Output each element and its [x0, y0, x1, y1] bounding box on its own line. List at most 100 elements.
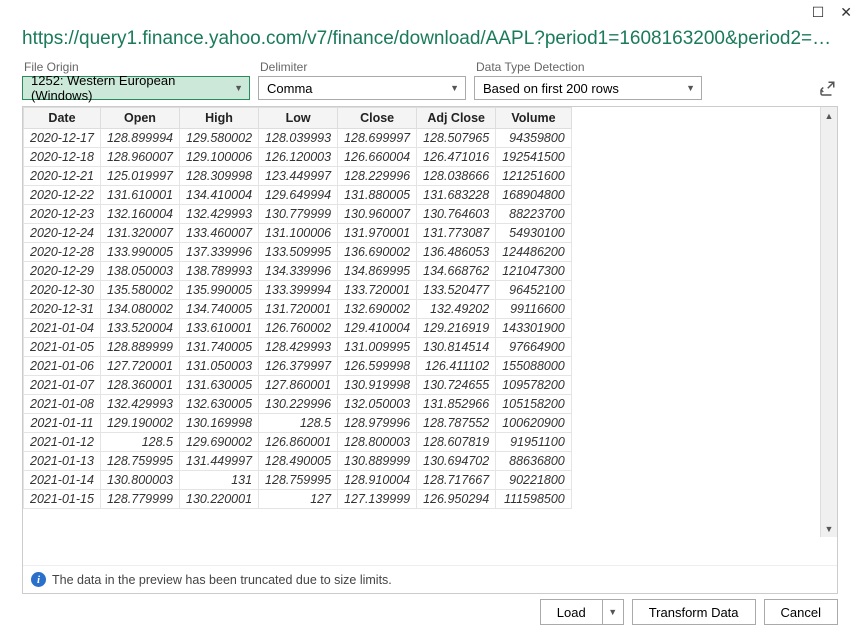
table-cell: 100620900	[496, 414, 572, 433]
table-cell: 133.399994	[259, 281, 338, 300]
table-cell: 130.220001	[180, 490, 259, 509]
table-row: 2021-01-13128.759995131.449997128.490005…	[24, 452, 572, 471]
table-cell: 128.759995	[100, 452, 179, 471]
table-cell: 128.759995	[259, 471, 338, 490]
data-table: DateOpenHighLowCloseAdj CloseVolume 2020…	[23, 107, 572, 509]
table-cell: 132.429993	[180, 205, 259, 224]
table-cell: 133.520004	[100, 319, 179, 338]
table-cell: 132.630005	[180, 395, 259, 414]
table-row: 2020-12-21125.019997128.309998123.449997…	[24, 167, 572, 186]
table-cell: 131.610001	[100, 186, 179, 205]
table-cell: 2021-01-14	[24, 471, 101, 490]
table-cell: 129.190002	[100, 414, 179, 433]
maximize-icon[interactable]: ☐	[812, 4, 825, 21]
table-cell: 130.764603	[417, 205, 496, 224]
table-cell: 137.339996	[180, 243, 259, 262]
table-header: Close	[338, 108, 417, 129]
load-dropdown-arrow[interactable]: ▼	[603, 607, 623, 617]
table-row: 2021-01-12128.5129.690002126.860001128.8…	[24, 433, 572, 452]
table-cell: 2021-01-04	[24, 319, 101, 338]
delimiter-dropdown[interactable]: Comma ▼	[258, 76, 466, 100]
scroll-up-icon[interactable]: ▲	[821, 107, 837, 124]
table-cell: 130.889999	[338, 452, 417, 471]
load-button[interactable]: Load ▼	[540, 599, 624, 625]
refresh-icon[interactable]	[816, 78, 838, 100]
table-header: Low	[259, 108, 338, 129]
table-cell: 132.429993	[100, 395, 179, 414]
table-cell: 128.5	[259, 414, 338, 433]
table-cell: 130.814514	[417, 338, 496, 357]
table-cell: 2020-12-29	[24, 262, 101, 281]
table-cell: 128.960007	[100, 148, 179, 167]
table-cell: 126.411102	[417, 357, 496, 376]
table-cell: 88636800	[496, 452, 572, 471]
table-cell: 130.229996	[259, 395, 338, 414]
table-cell: 128.779999	[100, 490, 179, 509]
table-row: 2020-12-28133.990005137.339996133.509995…	[24, 243, 572, 262]
table-cell: 128.229996	[338, 167, 417, 186]
table-cell: 128.490005	[259, 452, 338, 471]
table-cell: 2020-12-21	[24, 167, 101, 186]
table-cell: 97664900	[496, 338, 572, 357]
table-cell: 130.779999	[259, 205, 338, 224]
table-row: 2020-12-17128.899994129.580002128.039993…	[24, 129, 572, 148]
table-header: Open	[100, 108, 179, 129]
table-row: 2021-01-05128.889999131.740005128.429993…	[24, 338, 572, 357]
table-row: 2020-12-31134.080002134.740005131.720001…	[24, 300, 572, 319]
detection-dropdown[interactable]: Based on first 200 rows ▼	[474, 76, 702, 100]
transform-data-button[interactable]: Transform Data	[632, 599, 756, 625]
table-cell: 128.360001	[100, 376, 179, 395]
file-origin-label: File Origin	[22, 60, 250, 74]
table-cell: 2021-01-13	[24, 452, 101, 471]
file-origin-dropdown[interactable]: 1252: Western European (Windows) ▼	[22, 76, 250, 100]
delimiter-value: Comma	[267, 81, 313, 96]
close-icon[interactable]: ✕	[840, 4, 852, 21]
info-message: The data in the preview has been truncat…	[52, 573, 392, 587]
table-cell: 121251600	[496, 167, 572, 186]
table-row: 2021-01-07128.360001131.630005127.860001…	[24, 376, 572, 395]
table-cell: 134.869995	[338, 262, 417, 281]
table-cell: 128.309998	[180, 167, 259, 186]
table-cell: 134.410004	[180, 186, 259, 205]
table-cell: 138.789993	[180, 262, 259, 281]
table-cell: 130.960007	[338, 205, 417, 224]
table-cell: 88223700	[496, 205, 572, 224]
table-cell: 192541500	[496, 148, 572, 167]
file-origin-value: 1252: Western European (Windows)	[31, 73, 226, 103]
table-cell: 2021-01-05	[24, 338, 101, 357]
table-cell: 128.5	[100, 433, 179, 452]
table-cell: 126.471016	[417, 148, 496, 167]
table-cell: 126.950294	[417, 490, 496, 509]
table-cell: 96452100	[496, 281, 572, 300]
table-cell: 130.169998	[180, 414, 259, 433]
table-cell: 124486200	[496, 243, 572, 262]
table-header: Date	[24, 108, 101, 129]
table-cell: 131.970001	[338, 224, 417, 243]
table-row: 2021-01-08132.429993132.630005130.229996…	[24, 395, 572, 414]
table-row: 2020-12-24131.320007133.460007131.100006…	[24, 224, 572, 243]
table-cell: 130.724655	[417, 376, 496, 395]
vertical-scrollbar[interactable]: ▲ ▼	[820, 107, 837, 537]
table-cell: 111598500	[496, 490, 572, 509]
table-row: 2021-01-11129.190002130.169998128.5128.9…	[24, 414, 572, 433]
table-cell: 134.339996	[259, 262, 338, 281]
scroll-down-icon[interactable]: ▼	[821, 520, 837, 537]
table-cell: 128.979996	[338, 414, 417, 433]
table-row: 2020-12-23132.160004132.429993130.779999…	[24, 205, 572, 224]
table-cell: 128.507965	[417, 129, 496, 148]
table-cell: 125.019997	[100, 167, 179, 186]
table-header: Volume	[496, 108, 572, 129]
table-cell: 126.860001	[259, 433, 338, 452]
table-cell: 168904800	[496, 186, 572, 205]
table-cell: 2020-12-17	[24, 129, 101, 148]
detection-label: Data Type Detection	[474, 60, 702, 74]
table-cell: 128.717667	[417, 471, 496, 490]
cancel-button[interactable]: Cancel	[764, 599, 838, 625]
table-cell: 135.990005	[180, 281, 259, 300]
table-cell: 135.580002	[100, 281, 179, 300]
table-cell: 131	[180, 471, 259, 490]
table-cell: 130.694702	[417, 452, 496, 471]
table-cell: 126.760002	[259, 319, 338, 338]
table-cell: 131.630005	[180, 376, 259, 395]
table-cell: 133.509995	[259, 243, 338, 262]
